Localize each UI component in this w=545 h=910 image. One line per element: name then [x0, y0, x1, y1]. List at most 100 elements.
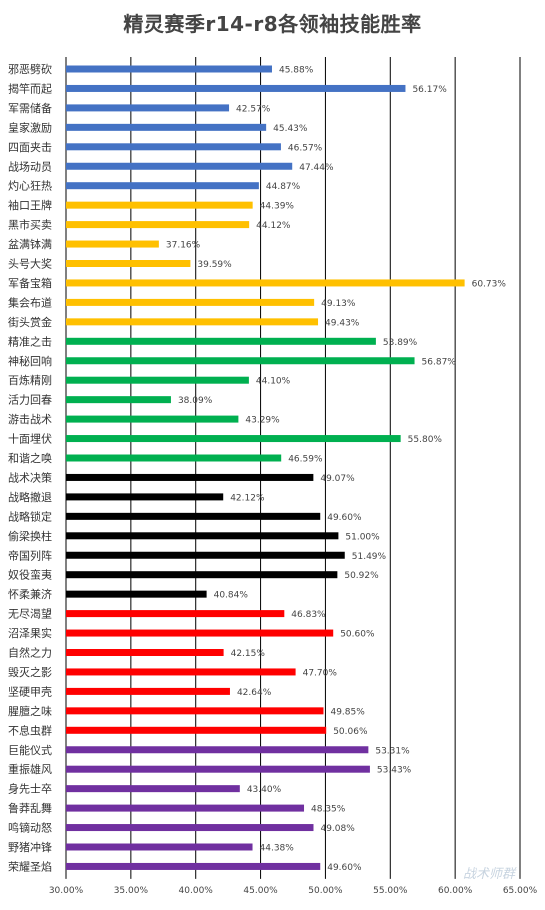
- x-tick-label: 55.00%: [373, 886, 408, 896]
- category-label: 偷梁换柱: [8, 529, 52, 543]
- data-label: 47.44%: [299, 163, 334, 173]
- category-label: 鲁莽乱舞: [8, 801, 52, 815]
- data-label: 49.07%: [320, 474, 355, 484]
- bar: [66, 493, 224, 501]
- x-tick-label: 50.00%: [308, 886, 343, 896]
- x-tick-label: 45.00%: [243, 886, 278, 896]
- category-label: 十面埋伏: [8, 432, 52, 446]
- data-label: 42.15%: [231, 649, 266, 659]
- data-label: 50.06%: [333, 727, 368, 737]
- data-label: 39.59%: [197, 260, 232, 270]
- bar: [66, 84, 406, 92]
- category-label: 灼心狂热: [8, 179, 52, 193]
- bar: [66, 785, 240, 793]
- data-label: 42.57%: [236, 104, 271, 114]
- bar: [66, 221, 250, 229]
- bar: [66, 376, 249, 384]
- bar: [66, 765, 370, 773]
- data-label: 51.00%: [345, 532, 380, 542]
- category-label: 沼泽果实: [8, 626, 52, 640]
- data-label: 45.43%: [273, 124, 308, 134]
- category-label: 战略锁定: [8, 509, 52, 523]
- category-label: 皇家激励: [8, 120, 52, 134]
- bar: [66, 843, 253, 851]
- category-label: 街头赏金: [8, 315, 52, 329]
- bar: [66, 726, 327, 734]
- bar: [66, 590, 207, 598]
- category-label: 怀柔兼济: [8, 587, 52, 601]
- bar: [66, 298, 315, 306]
- data-label: 43.40%: [247, 785, 282, 795]
- category-label: 奴役蛮夷: [8, 568, 52, 582]
- bar: [66, 260, 191, 267]
- category-label: 活力回春: [8, 394, 52, 407]
- category-label: 帝国列阵: [8, 548, 52, 562]
- data-label: 43.29%: [245, 416, 280, 426]
- bar: [66, 512, 321, 520]
- category-label: 邪恶劈砍: [8, 62, 52, 76]
- category-label: 腥膻之味: [8, 704, 52, 718]
- data-label: 40.84%: [214, 591, 249, 601]
- category-label: 揭竿而起: [8, 81, 52, 95]
- category-label: 盆满钵满: [8, 237, 52, 251]
- bar: [66, 668, 296, 676]
- data-label: 47.70%: [303, 668, 338, 678]
- x-tick-label: 30.00%: [49, 886, 84, 896]
- category-label: 集会布道: [8, 295, 52, 309]
- data-label: 45.88%: [279, 66, 314, 76]
- data-label: 44.12%: [256, 221, 291, 231]
- data-label: 50.60%: [340, 630, 375, 640]
- bar: [66, 182, 259, 190]
- category-label: 精准之击: [8, 334, 52, 348]
- category-label: 自然之力: [8, 646, 52, 660]
- bar: [66, 318, 319, 326]
- category-label: 军需储备: [8, 101, 52, 115]
- bar: [66, 532, 339, 540]
- data-label: 49.85%: [330, 707, 365, 717]
- data-label: 49.60%: [327, 513, 362, 523]
- category-label: 坚硬甲壳: [8, 684, 52, 698]
- bar: [66, 454, 282, 462]
- bar: [66, 435, 401, 443]
- bar: [66, 240, 159, 248]
- category-label: 军备宝箱: [8, 276, 52, 290]
- bar: [66, 415, 239, 423]
- bar: [66, 746, 369, 754]
- bar: [66, 143, 281, 151]
- bar: [66, 473, 314, 481]
- category-label: 荣耀圣焰: [8, 859, 52, 873]
- category-label: 头号大奖: [8, 257, 52, 271]
- category-label: 重振雄风: [8, 762, 52, 776]
- category-label: 袖口王牌: [8, 198, 52, 212]
- category-label: 不息虫群: [8, 723, 52, 737]
- data-label: 38.09%: [178, 396, 213, 406]
- data-label: 42.64%: [237, 688, 272, 698]
- watermark: 战术师群: [462, 867, 515, 882]
- bar: [66, 862, 321, 870]
- bar: [66, 65, 272, 73]
- category-label: 百炼精刚: [8, 373, 52, 387]
- data-label: 42.12%: [230, 493, 265, 503]
- category-label: 四面夹击: [8, 141, 52, 154]
- bar: [66, 649, 224, 656]
- category-label: 黑市买卖: [8, 218, 52, 232]
- bar: [66, 707, 324, 715]
- data-label: 51.49%: [352, 552, 387, 562]
- data-label: 53.31%: [375, 746, 410, 756]
- bar: [66, 104, 230, 112]
- category-label: 毁灭之影: [8, 665, 52, 679]
- data-label: 56.17%: [412, 85, 447, 95]
- bar: [66, 357, 415, 365]
- category-label: 战术决策: [8, 470, 52, 484]
- bar: [66, 824, 314, 832]
- x-tick-label: 35.00%: [114, 886, 149, 896]
- data-label: 48.35%: [311, 805, 346, 815]
- x-tick-label: 65.00%: [503, 886, 538, 896]
- data-label: 55.80%: [408, 435, 443, 445]
- data-label: 60.73%: [472, 279, 507, 289]
- data-label: 49.60%: [327, 863, 362, 873]
- bar: [66, 804, 305, 812]
- bar: [66, 687, 230, 695]
- bar: [66, 551, 345, 559]
- category-label: 鸣镝动怒: [8, 821, 52, 835]
